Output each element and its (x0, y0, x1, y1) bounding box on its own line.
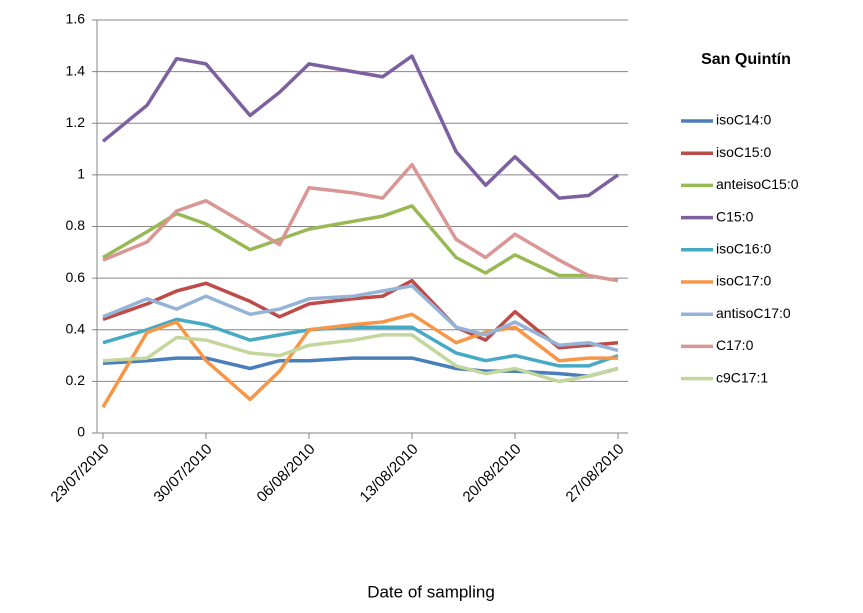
y-tick-label: 0 (77, 424, 85, 440)
y-tick-label: 0.8 (66, 217, 86, 233)
series-line (101, 54, 620, 200)
x-tick-label: 13/08/2010 (357, 441, 422, 506)
x-tick-label: 23/07/2010 (48, 441, 113, 506)
y-tick-label: 1.2 (66, 114, 86, 130)
legend-label: C17:0 (716, 337, 754, 353)
legend-title: San Quintín (701, 51, 791, 68)
legend-label: isoC17:0 (716, 273, 771, 289)
legend-label: anteisoC15:0 (716, 176, 799, 192)
x-tick-label: 27/08/2010 (563, 441, 628, 506)
series-line (102, 162, 619, 283)
y-tick-label: 0.2 (66, 372, 86, 388)
x-tick-label: 20/08/2010 (460, 441, 525, 506)
legend-label: antisoC17:0 (716, 305, 791, 321)
series-line (102, 333, 619, 384)
y-tick-label: 0.6 (66, 269, 86, 285)
y-tick-label: 0.4 (66, 320, 86, 336)
series-line (102, 278, 619, 350)
y-tick-label: 1 (77, 166, 85, 182)
series-line (101, 312, 618, 409)
legend-label: C15:0 (716, 208, 754, 224)
series-line (102, 284, 619, 353)
legend-label: c9C17:1 (716, 369, 768, 385)
series-line (102, 356, 619, 378)
x-tick-label: 30/07/2010 (151, 441, 216, 506)
series-line (102, 204, 619, 283)
series-line (102, 317, 619, 368)
x-tick-label: 06/08/2010 (254, 441, 319, 506)
x-axis-label: Date of sampling (367, 582, 495, 601)
y-tick-label: 1.6 (66, 11, 86, 27)
y-tick-label: 1.4 (66, 62, 86, 78)
legend-label: isoC15:0 (716, 144, 771, 160)
legend-label: isoC16:0 (716, 241, 771, 257)
legend-label: isoC14:0 (716, 112, 771, 128)
